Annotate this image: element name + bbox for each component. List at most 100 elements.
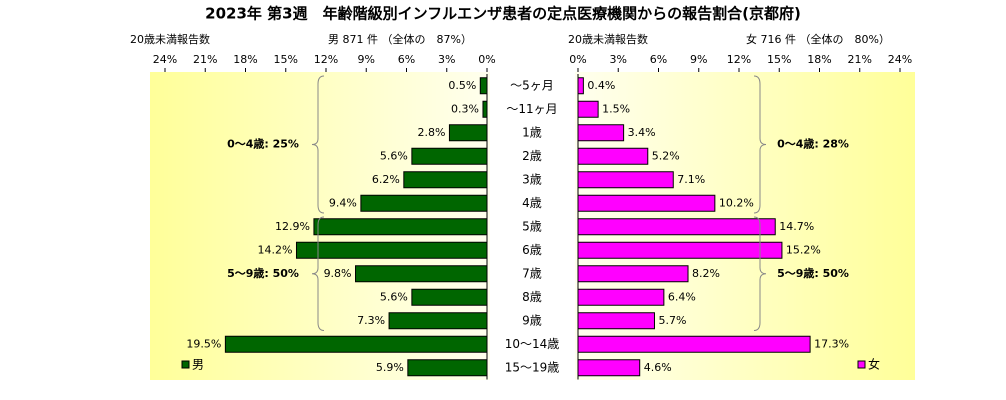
data-label: 6.4% bbox=[668, 290, 696, 303]
category-label: 6歳 bbox=[522, 243, 542, 257]
x-tick-label: 18% bbox=[233, 53, 257, 66]
category-label: ～11ヶ月 bbox=[506, 102, 557, 116]
x-tick-label: 21% bbox=[193, 53, 217, 66]
bar bbox=[577, 77, 584, 95]
x-tick-label: 6% bbox=[398, 53, 415, 66]
annotation: 5～9歳: 50% bbox=[777, 266, 849, 280]
category-label: 4歳 bbox=[522, 196, 542, 210]
annotation: 0～4歳: 28% bbox=[777, 137, 849, 151]
bar bbox=[360, 194, 488, 212]
bar bbox=[577, 288, 665, 306]
brace bbox=[311, 75, 325, 214]
category-label: 1歳 bbox=[522, 125, 542, 139]
data-label: 3.4% bbox=[628, 126, 656, 139]
bar bbox=[577, 100, 599, 118]
bar bbox=[407, 359, 488, 377]
annotation: 5～9歳: 50% bbox=[227, 266, 299, 280]
data-label: 7.1% bbox=[677, 173, 705, 186]
bar bbox=[403, 171, 488, 189]
x-tick-label: 24% bbox=[153, 53, 177, 66]
bar bbox=[411, 288, 488, 306]
brace bbox=[753, 75, 767, 214]
data-label: 19.5% bbox=[186, 337, 221, 350]
data-label: 7.3% bbox=[357, 314, 385, 327]
count-label: 20歳未満報告数 bbox=[130, 33, 210, 46]
bar bbox=[577, 147, 649, 165]
bar bbox=[577, 124, 625, 142]
data-label: 0.4% bbox=[587, 79, 615, 92]
x-tick-label: 0% bbox=[478, 53, 495, 66]
bar bbox=[313, 218, 488, 236]
bar bbox=[577, 241, 783, 259]
bar bbox=[448, 124, 488, 142]
bar bbox=[295, 241, 488, 259]
data-label: 6.2% bbox=[372, 173, 400, 186]
data-label: 4.6% bbox=[644, 361, 672, 374]
x-tick-label: 15% bbox=[274, 53, 298, 66]
category-label: 8歳 bbox=[522, 290, 542, 304]
x-tick-label: 0% bbox=[569, 53, 586, 66]
x-tick-label: 6% bbox=[650, 53, 667, 66]
category-label: 2歳 bbox=[522, 149, 542, 163]
bar bbox=[388, 312, 488, 330]
legend-label: 女 bbox=[868, 357, 880, 372]
x-tick-label: 21% bbox=[848, 53, 872, 66]
category-label: 9歳 bbox=[522, 313, 542, 327]
brace bbox=[753, 216, 767, 331]
bar bbox=[577, 265, 689, 283]
data-label: 5.6% bbox=[380, 149, 408, 162]
x-tick-label: 12% bbox=[314, 53, 338, 66]
category-label: 7歳 bbox=[522, 266, 542, 280]
bar bbox=[479, 77, 488, 95]
category-label: ～5ヶ月 bbox=[510, 78, 554, 92]
count-label: 20歳未満報告数 bbox=[568, 33, 648, 46]
x-tick-label: 3% bbox=[610, 53, 627, 66]
bar bbox=[411, 147, 488, 165]
data-label: 0.5% bbox=[448, 79, 476, 92]
bar bbox=[577, 194, 716, 212]
category-label: 5歳 bbox=[522, 219, 542, 233]
bar bbox=[577, 312, 655, 330]
bar bbox=[482, 100, 488, 118]
x-tick-label: 24% bbox=[888, 53, 912, 66]
data-label: 10.2% bbox=[719, 196, 754, 209]
chart-title: 2023年 第3週 年齢階級別インフルエンザ患者の定点医療機関からの報告割合(京… bbox=[205, 5, 801, 23]
bar bbox=[577, 359, 641, 377]
data-label: 15.2% bbox=[786, 243, 821, 256]
brace bbox=[311, 216, 325, 331]
legend-swatch bbox=[857, 360, 866, 369]
x-tick-label: 9% bbox=[358, 53, 375, 66]
x-tick-label: 9% bbox=[690, 53, 707, 66]
data-label: 5.2% bbox=[652, 149, 680, 162]
category-label: 10～14歳 bbox=[505, 337, 560, 351]
legend-swatch bbox=[181, 360, 190, 369]
data-label: 0.3% bbox=[451, 102, 479, 115]
panel-header: 女 716 件 （全体の 80%） bbox=[746, 32, 890, 46]
data-label: 5.7% bbox=[658, 314, 686, 327]
x-tick-label: 15% bbox=[767, 53, 791, 66]
data-label: 14.2% bbox=[258, 243, 293, 256]
bar bbox=[355, 265, 488, 283]
data-label: 9.8% bbox=[324, 267, 352, 280]
annotation: 0～4歳: 25% bbox=[227, 137, 299, 151]
bar bbox=[224, 335, 488, 353]
data-label: 8.2% bbox=[692, 267, 720, 280]
data-label: 5.9% bbox=[376, 361, 404, 374]
bar bbox=[577, 335, 811, 353]
data-label: 1.5% bbox=[602, 102, 630, 115]
data-label: 5.6% bbox=[380, 290, 408, 303]
data-label: 2.8% bbox=[417, 126, 445, 139]
panel-header: 男 871 件 （全体の 87%） bbox=[328, 32, 472, 46]
data-label: 17.3% bbox=[814, 337, 849, 350]
x-tick-label: 12% bbox=[727, 53, 751, 66]
bar bbox=[577, 218, 776, 236]
data-label: 9.4% bbox=[329, 196, 357, 209]
data-label: 12.9% bbox=[275, 220, 310, 233]
legend-label: 男 bbox=[192, 358, 204, 372]
category-label: 15～19歳 bbox=[505, 360, 560, 374]
category-label: 3歳 bbox=[522, 172, 542, 186]
data-label: 14.7% bbox=[779, 220, 814, 233]
x-tick-label: 3% bbox=[438, 53, 455, 66]
bar bbox=[577, 171, 674, 189]
x-tick-label: 18% bbox=[807, 53, 831, 66]
